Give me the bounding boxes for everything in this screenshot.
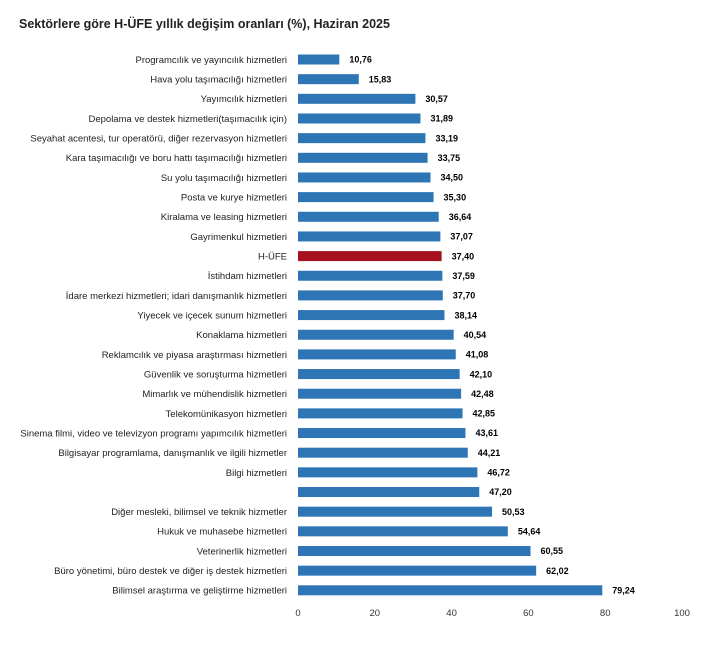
category-label: Veterinerlik hizmetleri [197, 546, 287, 557]
category-label: Bilgi hizmetleri [226, 468, 287, 479]
category-label: Su yolu taşımacılığı hizmetleri [161, 173, 287, 184]
bar-18 [298, 388, 462, 399]
value-label: 50,53 [502, 507, 525, 517]
value-label: 43,61 [475, 428, 498, 438]
value-label: 44,21 [478, 448, 501, 458]
category-label: Telekomünikasyon hizmetleri [166, 409, 287, 420]
value-label: 79,24 [612, 586, 635, 596]
value-label: 42,85 [473, 409, 496, 419]
category-label: Büro yönetimi, büro destek ve diğer iş d… [54, 566, 287, 577]
value-label: 40,54 [464, 330, 487, 340]
category-label: Hava yolu taşımacılığı hizmetleri [150, 75, 287, 86]
x-tick-label: 60 [523, 608, 534, 619]
bar-13 [298, 290, 443, 301]
bar-16 [298, 349, 456, 360]
category-label: Bilimsel araştırma ve geliştirme hizmetl… [112, 586, 287, 597]
category-label: Bilgisayar programlama, danışmanlık ve i… [58, 448, 287, 459]
chart-title: Sektörlere göre H-ÜFE yıllık değişim ora… [19, 17, 390, 31]
bar-22 [298, 467, 478, 478]
value-label: 47,20 [489, 487, 512, 497]
value-label: 37,07 [450, 232, 473, 242]
bar-2 [298, 74, 359, 85]
category-label: İdare merkezi hizmetleri; idari danışman… [66, 291, 287, 302]
bar-4 [298, 113, 421, 124]
value-label: 42,48 [471, 389, 494, 399]
x-tick-label: 80 [600, 608, 611, 619]
value-label: 34,50 [440, 173, 463, 183]
bar-10 [298, 231, 441, 242]
category-label: Reklamcılık ve piyasa araştırması hizmet… [102, 350, 287, 361]
value-label: 35,30 [444, 192, 467, 202]
category-label: Programcılık ve yayıncılık hizmetleri [135, 55, 287, 66]
category-label: İstihdam hizmetleri [208, 271, 287, 282]
category-label: Yiyecek ve içecek sunum hizmetleri [137, 310, 287, 321]
bar-26 [298, 546, 531, 556]
category-label: Kara taşımacılığı ve boru hattı taşımacı… [66, 153, 287, 164]
bar-3 [298, 93, 416, 104]
value-label: 46,72 [487, 468, 510, 478]
category-label: Güvenlik ve soruşturma hizmetleri [144, 369, 287, 380]
value-label: 41,08 [466, 350, 489, 360]
value-label: 38,14 [454, 310, 477, 320]
bar-28 [298, 585, 603, 596]
bar-21 [298, 447, 468, 458]
bar-9 [298, 211, 439, 222]
bar-20 [298, 428, 466, 439]
value-label: 60,55 [541, 546, 564, 556]
bar-11 [298, 251, 442, 262]
bar-6 [298, 152, 428, 163]
bar-15 [298, 329, 454, 340]
bar-23 [298, 487, 480, 498]
bar-12 [298, 270, 443, 281]
x-tick-label: 100 [674, 608, 690, 619]
value-label: 36,64 [449, 212, 472, 222]
category-label: Konaklama hizmetleri [196, 330, 287, 341]
value-label: 37,40 [452, 251, 475, 261]
category-label: Posta ve kurye hizmetleri [181, 193, 287, 204]
category-label: Seyahat acentesi, tur operatörü, diğer r… [30, 134, 287, 145]
value-label: 37,70 [453, 291, 476, 301]
bar-1 [298, 54, 340, 65]
category-label: Depolama ve destek hizmetleri(taşımacılı… [88, 114, 287, 125]
category-label: Diğer mesleki, bilimsel ve teknik hizmet… [111, 507, 287, 518]
value-label: 37,59 [452, 271, 475, 281]
value-label: 15,83 [369, 74, 392, 84]
category-label: Yayımcılık hizmetleri [201, 94, 287, 105]
x-tick-label: 40 [446, 608, 457, 619]
value-label: 42,10 [470, 369, 493, 379]
value-label: 33,75 [438, 153, 461, 163]
category-label: Gayrimenkul hizmetleri [190, 232, 287, 243]
category-label: Kiralama ve leasing hizmetleri [161, 212, 287, 223]
value-label: 54,64 [518, 527, 541, 537]
bar-5 [298, 133, 426, 144]
value-label: 10,76 [349, 55, 372, 65]
bar-27 [298, 565, 537, 576]
bar-24 [298, 506, 493, 517]
category-label: Hukuk ve muhasebe hizmetleri [157, 527, 287, 538]
bar-14 [298, 310, 445, 321]
value-label: 31,89 [430, 114, 453, 124]
category-label: Mimarlık ve mühendislik hizmetleri [142, 389, 287, 400]
bar-8 [298, 192, 434, 203]
bar-17 [298, 369, 460, 380]
bar-25 [298, 526, 508, 537]
category-label: H-ÜFE [258, 252, 287, 263]
x-tick-label: 0 [295, 608, 300, 619]
x-tick-label: 20 [370, 608, 381, 619]
category-label: Sinema filmi, video ve televizyon progra… [20, 428, 287, 439]
value-label: 33,19 [435, 133, 458, 143]
bar-19 [298, 408, 463, 419]
value-label: 30,57 [425, 94, 448, 104]
bar-7 [298, 172, 431, 183]
value-label: 62,02 [546, 566, 569, 576]
